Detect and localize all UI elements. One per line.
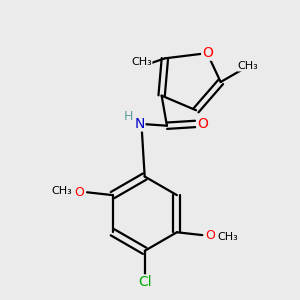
Text: O: O [205,229,215,242]
Text: CH₃: CH₃ [218,232,238,242]
Text: CH₃: CH₃ [131,57,152,67]
Text: N: N [134,117,145,131]
Text: H: H [123,110,133,123]
Text: O: O [74,186,84,199]
Text: CH₃: CH₃ [51,185,72,196]
Text: O: O [197,117,208,131]
Text: CH₃: CH₃ [238,61,258,71]
Text: Cl: Cl [138,275,152,289]
Text: O: O [202,46,213,60]
